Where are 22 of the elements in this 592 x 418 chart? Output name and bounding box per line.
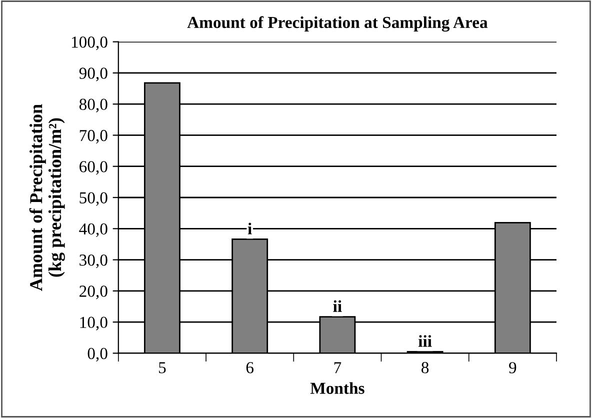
annotation: i bbox=[248, 222, 252, 234]
y-tick-label: 30,0 bbox=[80, 254, 108, 268]
annotation: ii bbox=[333, 300, 342, 312]
y-tick-label: 0,0 bbox=[88, 348, 108, 362]
chart-title: Amount of Precipitation at Sampling Area bbox=[187, 16, 488, 32]
y-tick-label: 40,0 bbox=[79, 223, 108, 237]
x-tick-label: 6 bbox=[246, 362, 254, 374]
x-axis-title: Months bbox=[310, 382, 364, 394]
y-tick-label: 70,0 bbox=[80, 130, 108, 144]
y-tick-label: 10,0 bbox=[80, 316, 108, 330]
y-tick-label: 100,0 bbox=[72, 36, 108, 50]
y-tick-label: 90,0 bbox=[79, 68, 108, 82]
y-tick-label: 50,0 bbox=[80, 192, 108, 206]
y-tick-label: 20,0 bbox=[80, 286, 108, 300]
x-tick-label: 7 bbox=[334, 362, 342, 374]
annotation: iii bbox=[418, 335, 432, 347]
x-tick-label: 5 bbox=[159, 362, 166, 374]
y-axis-title: Amount of Precipitation (kg precipitation/m²) bbox=[29, 104, 65, 291]
x-tick-label: 9 bbox=[509, 362, 516, 374]
y-tick-label: 80,0 bbox=[79, 98, 108, 112]
x-tick-label: 8 bbox=[422, 362, 429, 374]
y-tick-label: 60,0 bbox=[80, 161, 108, 175]
